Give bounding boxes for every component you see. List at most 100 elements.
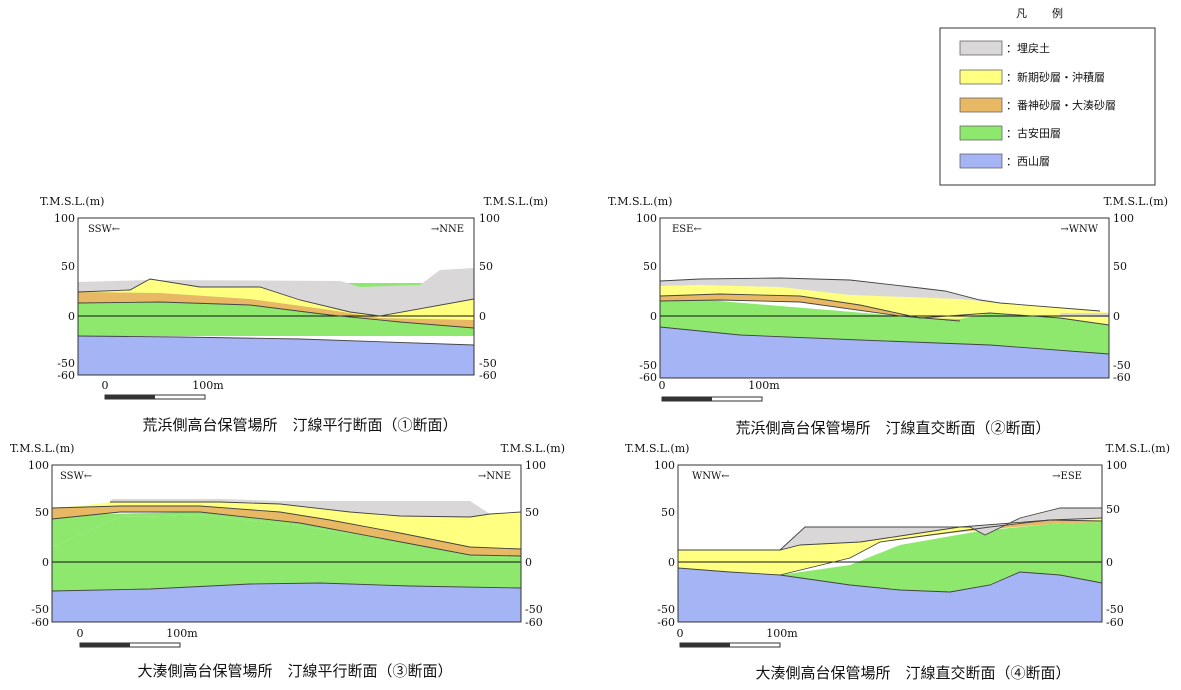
layer-furuyasuda (52, 512, 521, 558)
layer-boundary (659, 326, 1110, 355)
tick-label: -50 (1106, 603, 1124, 616)
layer-boundary (779, 507, 1102, 551)
layer-furuyasuda (52, 515, 521, 591)
tick-label: 100 (636, 212, 657, 225)
tick-label: -50 (657, 603, 675, 616)
scale-end: 100m (766, 627, 798, 640)
scale-zero: 0 (659, 379, 666, 392)
legend-swatch (959, 40, 1003, 56)
tick-label: 50 (35, 506, 49, 519)
tick-label: 50 (1113, 260, 1127, 273)
tick-label: -60 (479, 369, 497, 382)
layer-boundary (678, 517, 1103, 551)
section-panel-1: T.M.S.L.(m) T.M.S.L.(m) SSW← →NNE 100 50… (40, 195, 548, 434)
layer-boundary (51, 505, 522, 550)
layer-nishiyama (78, 336, 474, 375)
scale-zero: 0 (77, 627, 84, 640)
right-axis-ticks: 100 50 0 -50 -60 (1113, 212, 1134, 384)
layer-boundary (659, 299, 961, 322)
tick-label: 0 (1113, 310, 1120, 323)
section-panel-4: T.M.S.L.(m) T.M.S.L.(m) WNW← →ESE 100 50… (625, 442, 1170, 682)
layer-new-sand (678, 518, 1102, 575)
layer-boundary (77, 278, 475, 317)
layer-boundary (659, 277, 1101, 312)
tick-label: -50 (31, 603, 49, 616)
section-caption: 大湊側高台保管場所 汀線平行断面（③断面） (137, 662, 452, 680)
left-axis-ticks: 100 50 0 -50 -60 (636, 212, 657, 384)
tick-label: 50 (1106, 503, 1120, 516)
layer-boundary (51, 511, 522, 557)
scale-end: 100m (192, 379, 224, 392)
legend-item-furuyasuda: ：古安田層 (959, 125, 1061, 141)
legend-item-fill-soil: ：埋戻土 (959, 40, 1050, 56)
tick-label: -50 (479, 357, 497, 370)
section-caption: 荒浜側高台保管場所 汀線平行断面（①断面） (142, 416, 457, 434)
tick-label: 50 (479, 260, 493, 273)
scale-bar-fill (680, 643, 730, 647)
layer-nishiyama (660, 327, 1109, 378)
left-axis-ticks: 100 50 0 -50 -60 (654, 459, 675, 629)
section-panel-2: T.M.S.L.(m) T.M.S.L.(m) ESE← →WNW 100 50… (608, 195, 1168, 437)
direction-right: →NNE (478, 471, 511, 482)
tick-label: -50 (1113, 359, 1131, 372)
scale-bar: 0 100m (677, 627, 798, 648)
scale-end: 100m (166, 627, 198, 640)
legend-swatch (959, 125, 1003, 141)
tick-label: -60 (1106, 616, 1124, 629)
tick-label: 100 (1113, 212, 1134, 225)
scale-bar: 0 100m (659, 379, 780, 402)
scale-end: 100m (748, 379, 780, 392)
scale-zero: 0 (102, 379, 109, 392)
legend-title: 凡 例 (1016, 6, 1064, 20)
scale-zero: 0 (677, 627, 684, 640)
left-axis-ticks: 100 50 0 -50 -60 (54, 212, 75, 382)
tick-label: 50 (525, 506, 539, 519)
layer-fill-soil (780, 508, 1102, 550)
tick-label: 0 (68, 310, 75, 323)
section-frame (659, 217, 1110, 379)
layer-furuyasuda (660, 296, 1109, 354)
legend-item-banjin-sand: ：番神砂層・大湊砂層 (959, 97, 1116, 113)
legend-label: ：古安田層 (1006, 126, 1061, 140)
legend: 凡 例 ：埋戻土 ：新期砂層・沖積層 ：番神砂層・大湊砂層 ：古安田層 ：西山層 (939, 6, 1156, 186)
layer-furuyasuda (678, 522, 1102, 592)
right-axis-label: T.M.S.L.(m) (1106, 442, 1170, 455)
layer-banjin-sand (78, 292, 474, 328)
left-axis-label: T.M.S.L.(m) (40, 195, 104, 208)
layer-boundary (677, 567, 1103, 593)
tick-label: 50 (643, 260, 657, 273)
direction-right: →WNW (1060, 224, 1098, 235)
tick-label: -60 (1113, 371, 1131, 384)
tick-label: 0 (1106, 556, 1113, 569)
section-caption: 荒浜側高台保管場所 汀線直交断面（②断面） (735, 419, 1050, 437)
layer-nishiyama (678, 568, 1102, 622)
direction-right: →ESE (1052, 471, 1082, 482)
tick-label: 100 (654, 459, 675, 472)
right-axis-label: T.M.S.L.(m) (1104, 195, 1168, 208)
right-axis-ticks: 50 100 0 -50 -60 (1106, 459, 1127, 629)
scale-bar-fill (662, 397, 712, 401)
legend-item-nishiyama: ：西山層 (959, 153, 1050, 169)
direction-left: SSW← (88, 224, 120, 235)
right-axis-ticks: 100 50 0 -50 -60 (479, 212, 500, 382)
tick-label: 100 (54, 212, 75, 225)
tick-label: 0 (479, 310, 486, 323)
right-axis-ticks: 100 50 0 -50 -60 (525, 459, 546, 629)
left-axis-label: T.M.S.L.(m) (608, 195, 672, 208)
tick-label: 50 (61, 260, 75, 273)
tick-label: 0 (650, 310, 657, 323)
layer-fill-soil (110, 499, 490, 517)
left-axis-label: T.M.S.L.(m) (625, 442, 689, 455)
tick-label: -60 (657, 616, 675, 629)
legend-label: ：埋戻土 (1006, 42, 1050, 55)
left-axis-ticks: 100 50 0 -50 -60 (28, 459, 49, 629)
layer-banjin-sand (880, 520, 1102, 542)
scale-bar: 0 100m (102, 379, 224, 400)
section-frame (77, 217, 475, 376)
tick-label: 50 (661, 506, 675, 519)
section-caption: 大湊側高台保管場所 汀線直交断面（④断面） (755, 664, 1070, 682)
tick-label: 0 (42, 556, 49, 569)
scale-bar: 0 100m (77, 627, 198, 648)
section-frame (51, 464, 522, 623)
